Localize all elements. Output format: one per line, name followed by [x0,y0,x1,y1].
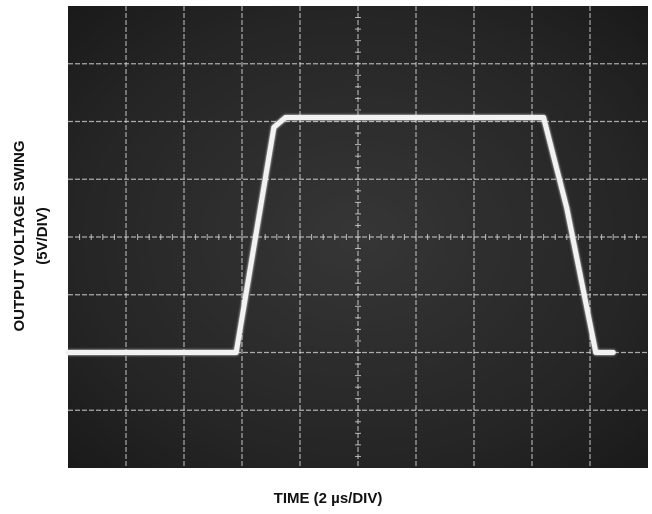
waveform-point [271,124,277,130]
waveform-point [233,350,239,355]
waveform-trace [65,115,616,355]
trace-layer [65,115,616,355]
y-axis-title: OUTPUT VOLTAGE SWING (5V/DIV) [11,140,51,331]
waveform-point [564,205,570,211]
waveform-point [541,115,547,120]
waveform-point [65,350,71,355]
x-axis-label: TIME (2 µs/DIV) [274,490,383,507]
y-axis-unit-label: (5V/DIV) [34,207,51,265]
grid [68,6,648,468]
waveform-point [593,350,599,355]
waveform-point [283,115,288,120]
waveform-point [610,350,616,355]
y-axis-label: OUTPUT VOLTAGE SWING [11,140,28,331]
